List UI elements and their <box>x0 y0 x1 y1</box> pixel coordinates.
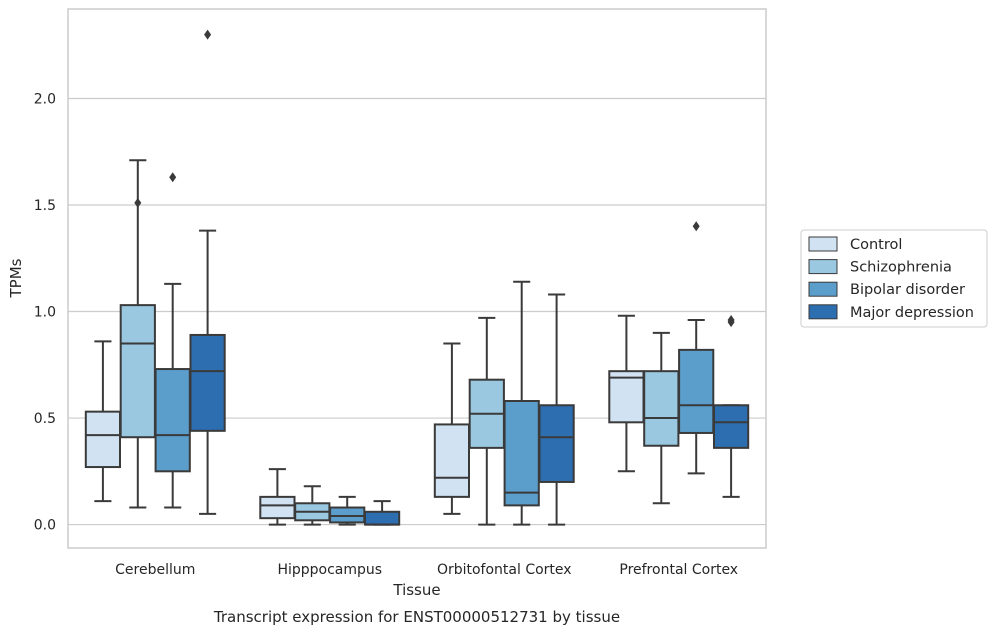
box <box>259 495 296 520</box>
legend-label: Major depression <box>850 305 974 321</box>
box-group <box>678 221 715 475</box>
y-tick-label: 2.0 <box>34 91 56 107</box>
box <box>712 404 750 449</box>
box <box>154 368 191 473</box>
legend-swatch <box>808 259 838 275</box>
outlier-point <box>134 197 142 208</box>
legend-label: Bipolar disorder <box>850 282 965 298</box>
box <box>433 423 471 498</box>
box-group <box>608 314 645 473</box>
box-group <box>468 316 505 526</box>
legend-frame <box>800 229 988 328</box>
box <box>84 410 122 469</box>
y-tick-label: 0.0 <box>34 518 56 534</box>
box <box>678 348 715 434</box>
box-group <box>84 340 122 503</box>
legend-label: Schizophrenia <box>850 260 952 276</box>
x-axis-title: Tissue <box>392 581 440 599</box>
box <box>643 370 680 447</box>
box-group <box>189 29 226 515</box>
box-group <box>503 280 540 526</box>
legend: Control Schizophrenia Bipolar disorder Majo… <box>800 229 988 328</box>
y-axis-title: TPMs <box>7 258 25 298</box>
plot-frame <box>67 8 767 549</box>
y-tick-label: 1.5 <box>34 198 56 214</box>
legend-items: Control Schizophrenia Bipolar disorder Majo… <box>808 236 974 321</box>
box-group <box>154 172 191 509</box>
box <box>503 400 540 507</box>
box <box>329 506 366 524</box>
outlier-point <box>727 315 735 326</box>
legend-swatch <box>808 236 838 252</box>
box-group <box>329 495 366 526</box>
box <box>363 510 401 526</box>
box-group <box>119 159 156 509</box>
legend-swatch <box>808 281 838 297</box>
outlier-point <box>692 221 700 232</box>
box-group <box>433 342 471 515</box>
legend-swatch <box>808 304 838 320</box>
y-tick-label: 1.0 <box>34 305 56 321</box>
box <box>189 333 226 432</box>
box-group <box>643 331 680 505</box>
x-tick-labels: Cerebellum Hipppocampus Orbitofontal Corte… <box>115 562 738 578</box>
box-group <box>712 315 750 498</box>
box-groups <box>84 29 750 526</box>
y-tick-label: 0.5 <box>34 411 56 427</box>
x-tick-label: Prefrontal Cortex <box>619 562 738 578</box>
box-group <box>363 500 401 526</box>
outlier-point <box>169 172 177 183</box>
box <box>538 404 575 483</box>
box-group <box>538 293 575 526</box>
x-tick-label: Cerebellum <box>115 562 195 578</box>
chart-caption: Transcript expression for ENST0000051273… <box>213 608 620 626</box>
box <box>119 304 156 439</box>
y-tick-labels: 0.0 0.5 1.0 1.5 2.0 <box>34 91 56 533</box>
outlier-point <box>204 29 212 40</box>
x-tick-label: Orbitofontal Cortex <box>437 562 572 578</box>
legend-label: Control <box>850 237 902 253</box>
x-tick-label: Hipppocampus <box>277 562 382 578</box>
box <box>608 370 645 424</box>
box-group <box>259 468 296 526</box>
box-group <box>294 485 331 526</box>
